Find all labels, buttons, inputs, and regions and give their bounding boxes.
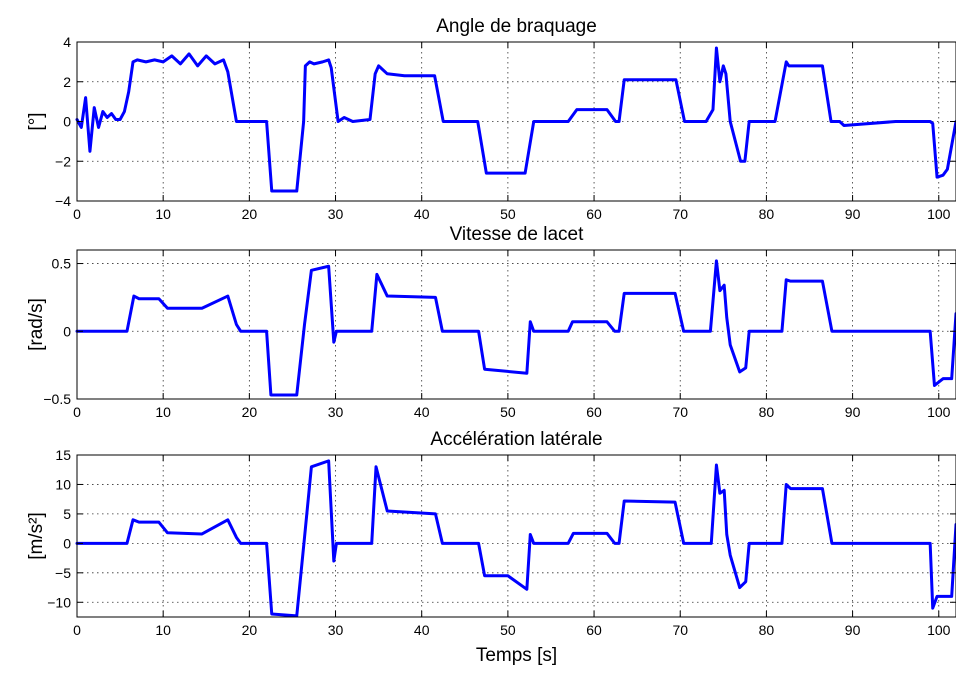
x-tick-label: 40	[414, 622, 430, 638]
plot-background	[77, 42, 956, 201]
x-tick-label: 30	[328, 206, 344, 222]
y-tick-label: 0.5	[52, 256, 72, 272]
x-tick-label: 20	[242, 404, 258, 420]
y-tick-label: −2	[55, 153, 71, 169]
x-tick-label: 10	[155, 622, 171, 638]
x-tick-label: 90	[845, 404, 861, 420]
x-tick-label: 100	[927, 206, 951, 222]
y-tick-label: 5	[63, 506, 71, 522]
y-tick-label: 0	[63, 535, 71, 551]
y-tick-label: 2	[63, 74, 71, 90]
x-tick-label: 50	[500, 622, 516, 638]
x-tick-label: 10	[155, 206, 171, 222]
y-tick-label: 4	[63, 34, 71, 50]
x-tick-label: 20	[242, 622, 258, 638]
x-tick-label: 90	[845, 622, 861, 638]
y-tick-label: −5	[55, 565, 71, 581]
axes-frame	[76, 454, 956, 618]
x-axis-label: Temps [s]	[476, 645, 557, 666]
series-line	[75, 459, 956, 618]
x-tick-label: 50	[500, 404, 516, 420]
subplot-title: Angle de braquage	[436, 16, 597, 37]
y-tick-label: −4	[55, 193, 71, 209]
y-axis-label: [m/s²]	[26, 512, 47, 560]
x-tick-label: 60	[586, 622, 602, 638]
x-tick-label: 60	[586, 206, 602, 222]
y-tick-label: 0	[63, 323, 71, 339]
x-tick-label: 100	[927, 404, 951, 420]
x-tick-label: 80	[759, 404, 775, 420]
x-tick-label: 40	[414, 206, 430, 222]
x-tick-label: 80	[759, 206, 775, 222]
plot-area: 0 10 20 30 40 50 60 70 80 90 100 −10 −5 0 5 10 15	[47, 447, 956, 638]
x-tick-label: 70	[672, 622, 688, 638]
y-tick-label: 0	[63, 114, 71, 130]
x-tick-label: 10	[155, 404, 171, 420]
x-tick-label: 50	[500, 206, 516, 222]
plot-area: 0 10 20 30 40 50 60 70 80 90 100−0.500.5	[43, 249, 956, 420]
y-tick-label: 10	[55, 476, 71, 492]
subplot-title: Accélération latérale	[430, 429, 602, 450]
subplot-lateral-acceleration: 0 10 20 30 40 50 60 70 80 90 100 −10 −5 0 5 10 15 Accélér…	[26, 429, 956, 666]
plot-area: 0 10 20 30 40 50 60 70 80 90 100 −4 −2 0 2 4	[55, 34, 956, 222]
x-tick-label: 40	[414, 404, 430, 420]
x-tick-label: 60	[586, 404, 602, 420]
y-tick-label: −10	[47, 594, 71, 610]
x-tick-label: 20	[242, 206, 258, 222]
series-line	[75, 259, 956, 397]
plot-background	[77, 455, 956, 617]
y-axis-label: [rad/s]	[26, 298, 47, 351]
x-tick-label: 80	[759, 622, 775, 638]
x-tick-label: 0	[73, 206, 81, 222]
y-tick-label: −0.5	[43, 391, 71, 407]
x-tick-label: 0	[73, 404, 81, 420]
plot-background	[77, 250, 956, 399]
y-tick-label: 15	[55, 447, 71, 463]
x-tick-label: 90	[845, 206, 861, 222]
axes-frame	[76, 249, 956, 400]
x-tick-label: 70	[672, 206, 688, 222]
subplot-title: Vitesse de lacet	[450, 224, 585, 245]
series-line	[75, 46, 956, 193]
x-tick-label: 100	[927, 622, 951, 638]
x-tick-label: 70	[672, 404, 688, 420]
x-tick-label: 30	[328, 404, 344, 420]
y-axis-label: [°]	[26, 112, 47, 130]
x-tick-label: 30	[328, 622, 344, 638]
subplot-steering-angle: 0 10 20 30 40 50 60 70 80 90 100 −4 −2 0 2 4 Angle de br…	[26, 16, 956, 222]
x-tick-label: 0	[73, 622, 81, 638]
